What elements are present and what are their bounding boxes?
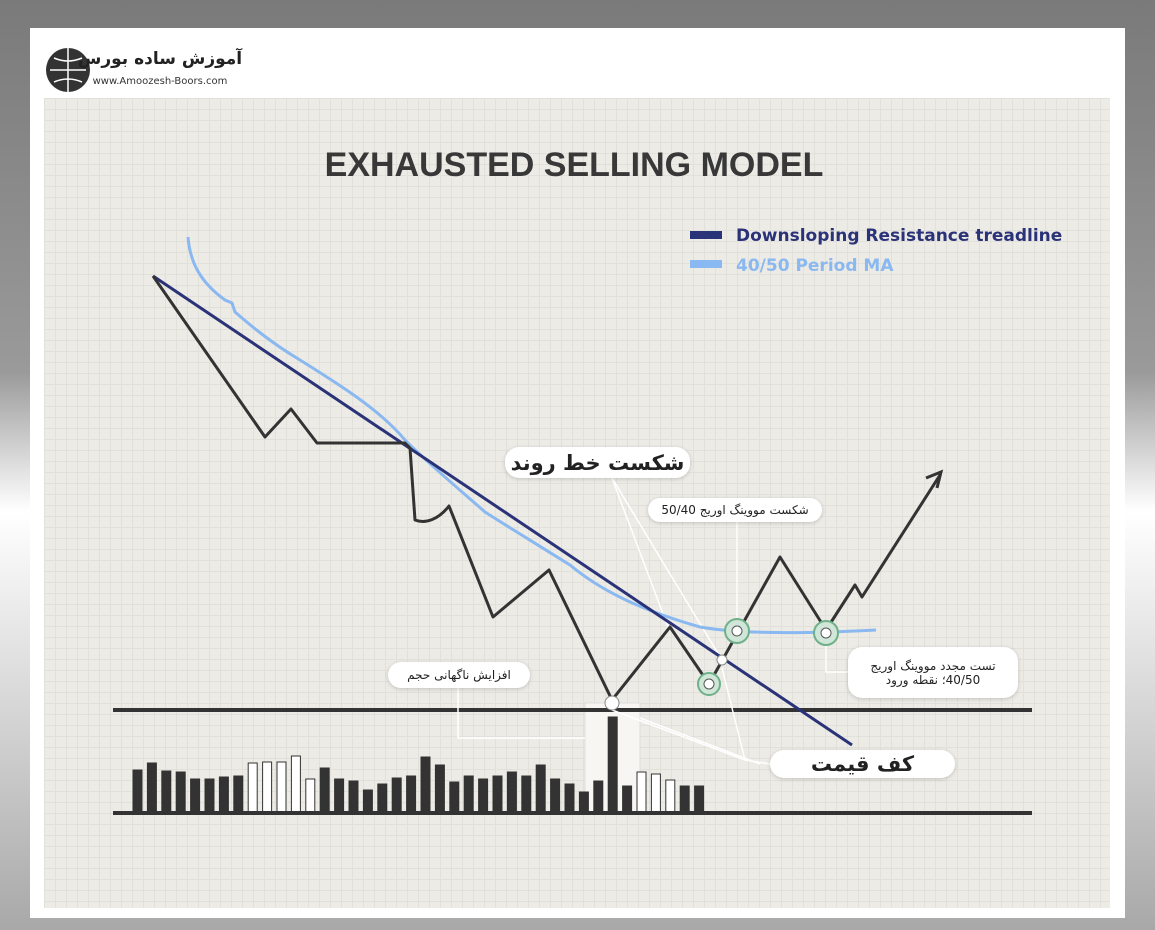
title: EXHAUSTED SELLING MODEL (325, 146, 824, 184)
volume-bar (578, 791, 589, 814)
logo-url: www.Amoozesh-Boors.com (93, 76, 228, 87)
volume-bar (406, 775, 417, 814)
volume-bar (679, 785, 690, 814)
volume-bar (521, 775, 532, 814)
resistance-trendline (152, 274, 853, 747)
volume-bar (233, 775, 244, 814)
volume-bar (391, 777, 402, 814)
volume-bar (607, 716, 618, 814)
volume-bar (175, 771, 186, 814)
moving-average (186, 236, 877, 635)
volume-bar (262, 761, 273, 814)
volume-bar (535, 764, 546, 814)
annotation: شکست مووینگ اوریج 50/40 (648, 498, 822, 522)
volume-bar (362, 789, 373, 814)
volume-bar (146, 762, 157, 814)
annotation-line: 40/50؛ نقطه ورود (885, 672, 981, 687)
volume-bar (564, 783, 575, 814)
arrow-head (925, 469, 944, 489)
annotation-line: تست مجدد مووینگ اوریج (870, 658, 996, 673)
connectors (457, 477, 848, 765)
volume-bar (190, 778, 201, 814)
legend-label: 40/50 Period MA (736, 256, 894, 276)
volume-bar (650, 773, 661, 814)
volume-bar (463, 775, 474, 814)
volume-bar (434, 764, 445, 814)
volume-bar (161, 770, 172, 814)
logo-name: آموزش ساده بورس (78, 47, 243, 69)
logo-globe (50, 48, 86, 92)
volume-bar (319, 767, 330, 814)
annotation: کف قیمت (770, 750, 955, 778)
volume-bar (593, 780, 604, 814)
volume-bar (420, 756, 431, 814)
volume-bar (478, 778, 489, 814)
volume-bar (550, 778, 561, 814)
annotation: تست مجدد مووینگ اوریج 40/50؛ نقطه ورود (848, 647, 1018, 698)
annotation: شکست خط روند (505, 447, 690, 478)
annotation: افزایش ناگهانی حجم (388, 662, 530, 688)
volume-bar (132, 769, 143, 814)
volume-bar (622, 785, 633, 814)
volume-bar (636, 771, 647, 814)
legend-swatch (690, 231, 722, 239)
legend-label: Downsloping Resistance treadline (736, 226, 1062, 246)
volume-bar (276, 761, 287, 814)
volume-bar (218, 776, 229, 814)
volume-bar (449, 781, 460, 814)
volume-bar (204, 778, 215, 814)
volume-bar (305, 778, 316, 814)
volume-bar (334, 778, 345, 814)
volume-bar (247, 762, 258, 814)
volume-bar (665, 779, 676, 814)
volume-bar (492, 775, 503, 814)
volume-bar (348, 780, 359, 814)
volume-bars (132, 716, 705, 814)
legend-swatch (690, 260, 722, 268)
volume-bar (694, 785, 705, 814)
volume-bar (506, 771, 517, 814)
price-line (151, 275, 942, 702)
volume-bar (377, 783, 388, 814)
markers (604, 618, 839, 711)
volume-bar (290, 755, 301, 814)
